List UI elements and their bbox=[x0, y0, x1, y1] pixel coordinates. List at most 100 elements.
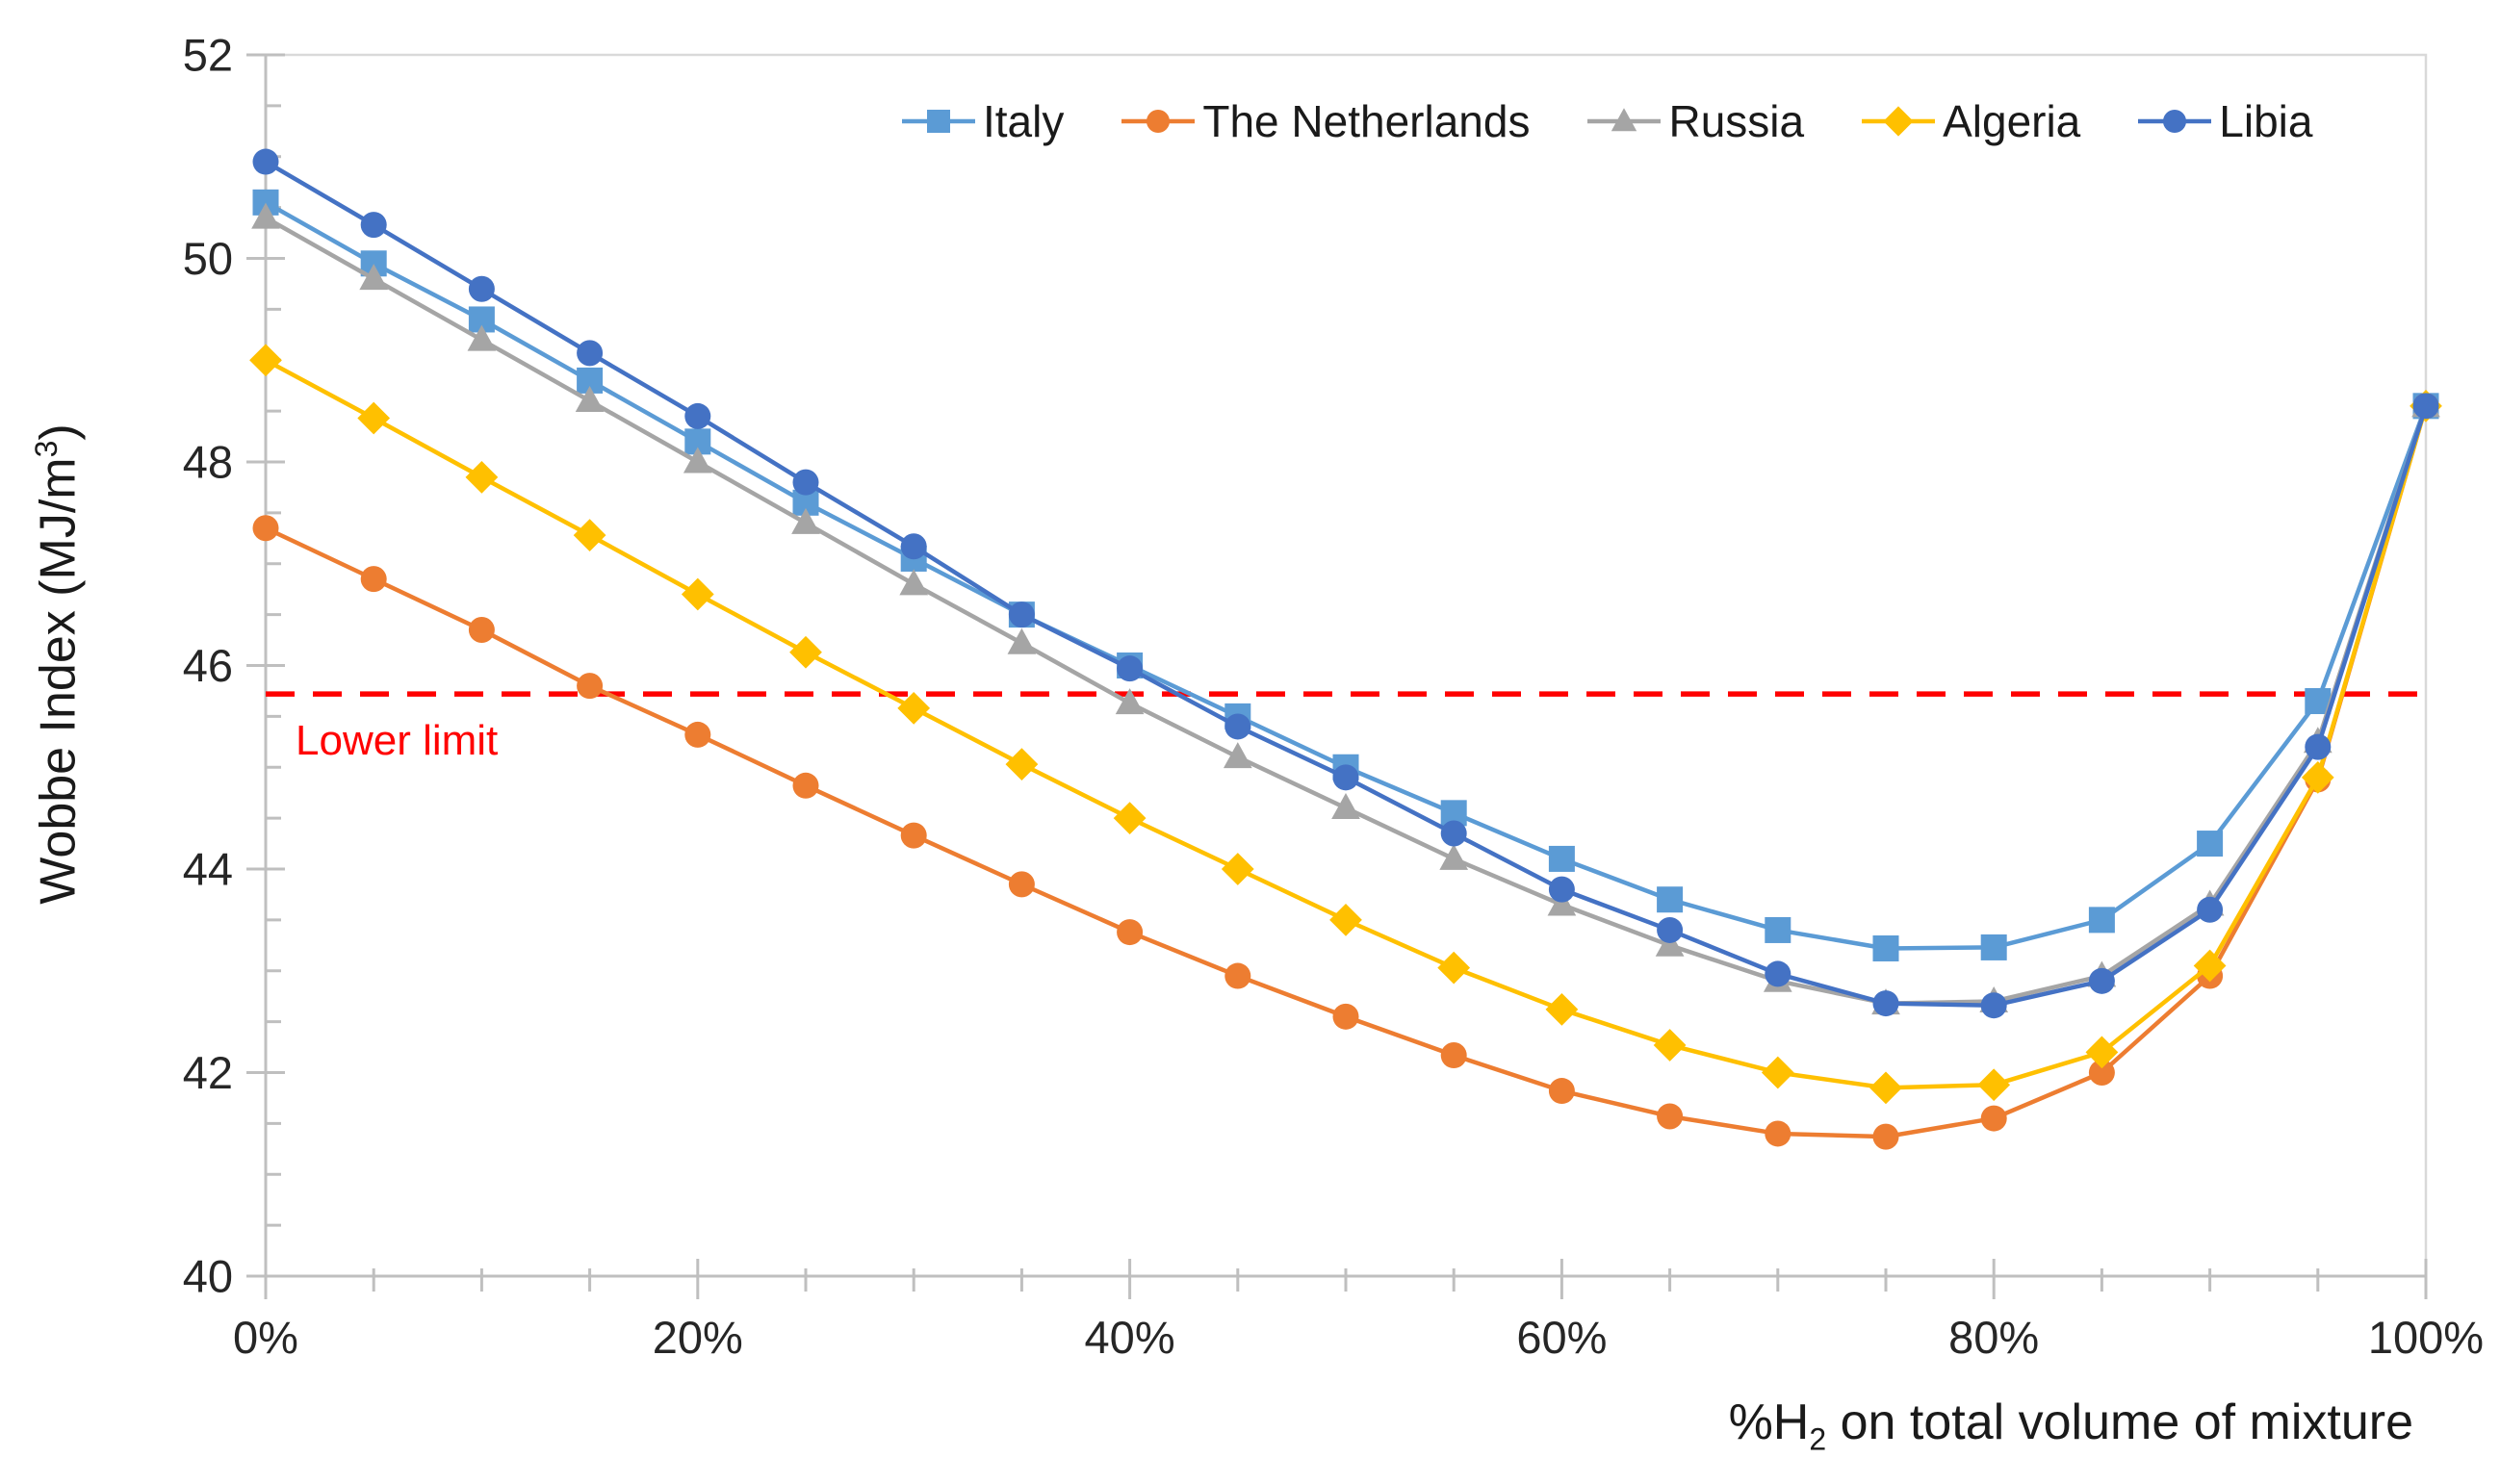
data-point-marker bbox=[468, 275, 495, 302]
x-axis-tick-label: 20% bbox=[653, 1312, 743, 1363]
legend-item-russia: Russia bbox=[1585, 95, 1804, 147]
data-point-marker bbox=[1761, 1056, 1794, 1089]
data-point-marker bbox=[1331, 793, 1360, 820]
data-point-marker bbox=[1655, 930, 1685, 957]
data-point-marker bbox=[1980, 992, 2007, 1019]
legend-marker-shape bbox=[927, 110, 950, 133]
data-point-marker bbox=[1329, 904, 1362, 936]
data-point-marker bbox=[1980, 934, 2007, 960]
data-point-marker bbox=[791, 507, 820, 534]
data-point-marker bbox=[1657, 886, 1684, 913]
y-axis-tick-label: 42 bbox=[183, 1047, 233, 1098]
series-line-italy bbox=[263, 200, 2429, 951]
data-point-marker bbox=[251, 202, 280, 229]
series-algeria bbox=[249, 344, 2442, 1105]
data-point-marker bbox=[1008, 601, 1035, 628]
data-point-marker bbox=[467, 324, 497, 351]
data-point-marker bbox=[1869, 1071, 1902, 1105]
legend-marker-shape bbox=[1147, 110, 1171, 133]
legend-marker-circle-icon bbox=[2138, 110, 2212, 133]
y-axis-tick-label: 52 bbox=[183, 30, 233, 81]
data-point-marker bbox=[900, 822, 927, 849]
legend-marker-square-icon bbox=[902, 110, 975, 133]
data-point-marker bbox=[789, 635, 822, 669]
legend-item-libia: Libia bbox=[2136, 95, 2312, 147]
data-point-marker bbox=[681, 577, 714, 611]
data-point-marker bbox=[792, 469, 819, 496]
legend-marker-shape bbox=[1611, 108, 1637, 132]
data-point-marker bbox=[1765, 916, 1791, 943]
data-point-marker bbox=[792, 772, 819, 799]
data-point-marker bbox=[684, 402, 711, 429]
data-point-marker bbox=[252, 148, 279, 175]
legend-marker-shape bbox=[2163, 110, 2187, 133]
data-point-marker bbox=[577, 340, 604, 367]
data-point-marker bbox=[1117, 919, 1144, 946]
data-point-marker bbox=[1007, 627, 1037, 654]
x-axis-tick-label: 80% bbox=[1948, 1312, 2039, 1363]
data-point-marker bbox=[1437, 951, 1471, 985]
data-point-marker bbox=[1117, 655, 1144, 682]
data-point-marker bbox=[1977, 1068, 2011, 1102]
data-point-marker bbox=[1872, 990, 1899, 1017]
x-axis-title: %H2 on total volume of mixture bbox=[1729, 1394, 2413, 1457]
x-axis-title-subscript: 2 bbox=[1809, 1421, 1827, 1457]
data-point-marker bbox=[1008, 871, 1035, 898]
legend-marker-shape bbox=[1883, 106, 1914, 137]
data-point-marker bbox=[249, 344, 282, 377]
data-point-marker bbox=[2412, 393, 2439, 420]
data-point-marker bbox=[1548, 845, 1575, 872]
data-point-marker bbox=[1005, 748, 1039, 780]
legend-item-italy: Italy bbox=[900, 95, 1064, 147]
y-axis-title: Wobbe Index (MJ/m3) bbox=[29, 322, 87, 1006]
legend-label-algeria: Algeria bbox=[1943, 96, 2081, 146]
data-point-marker bbox=[683, 447, 712, 473]
legend-item-algeria: Algeria bbox=[1860, 95, 2080, 147]
x-axis-tick-label: 100% bbox=[2368, 1312, 2484, 1363]
series-libia bbox=[252, 148, 2439, 1019]
data-point-marker bbox=[1872, 934, 1899, 961]
data-point-marker bbox=[1224, 962, 1251, 989]
y-axis-tick-label: 46 bbox=[183, 640, 233, 691]
data-point-marker bbox=[2088, 967, 2115, 994]
data-point-marker bbox=[684, 721, 711, 748]
legend-label-russia: Russia bbox=[1668, 96, 1805, 146]
x-axis-title-rest: on total volume of mixture bbox=[1826, 1394, 2413, 1450]
data-point-marker bbox=[359, 264, 389, 291]
data-point-marker bbox=[357, 401, 391, 435]
data-point-marker bbox=[360, 566, 387, 593]
data-point-marker bbox=[1115, 688, 1145, 715]
y-axis-tick-label: 50 bbox=[183, 233, 233, 284]
data-point-marker bbox=[2088, 907, 2115, 934]
data-point-marker bbox=[577, 673, 604, 700]
data-point-marker bbox=[360, 212, 387, 239]
data-point-marker bbox=[2085, 1036, 2119, 1069]
data-point-marker bbox=[2088, 1060, 2115, 1086]
data-point-marker bbox=[899, 569, 929, 596]
data-point-marker bbox=[1332, 764, 1359, 791]
data-point-marker bbox=[1980, 1105, 2007, 1132]
data-point-marker bbox=[2197, 896, 2224, 923]
lower-limit-label: Lower limit bbox=[296, 717, 499, 764]
data-point-marker bbox=[1872, 1123, 1899, 1150]
series-italy bbox=[252, 189, 2439, 961]
x-axis-tick-label: 0% bbox=[233, 1312, 298, 1363]
legend-label-the-netherlands: The Netherlands bbox=[1202, 96, 1531, 146]
data-point-marker bbox=[1223, 742, 1252, 769]
legend-marker-circle-icon bbox=[1121, 110, 1196, 133]
data-point-marker bbox=[1221, 853, 1254, 885]
y-axis-title-close: ) bbox=[30, 423, 87, 441]
legend: Italy The Netherlands Russia Algeria Libia bbox=[900, 96, 2312, 146]
data-point-marker bbox=[900, 533, 927, 560]
data-point-marker bbox=[2301, 760, 2334, 794]
data-point-marker bbox=[1548, 876, 1575, 903]
data-point-marker bbox=[1545, 993, 1579, 1026]
y-axis-title-text: Wobbe Index (MJ/m bbox=[30, 457, 87, 905]
data-point-marker bbox=[1765, 960, 1791, 987]
legend-item-the-netherlands: The Netherlands bbox=[1120, 95, 1530, 147]
data-point-marker bbox=[465, 460, 499, 494]
y-axis-tick-label: 44 bbox=[183, 844, 233, 895]
data-point-marker bbox=[1548, 1078, 1575, 1105]
